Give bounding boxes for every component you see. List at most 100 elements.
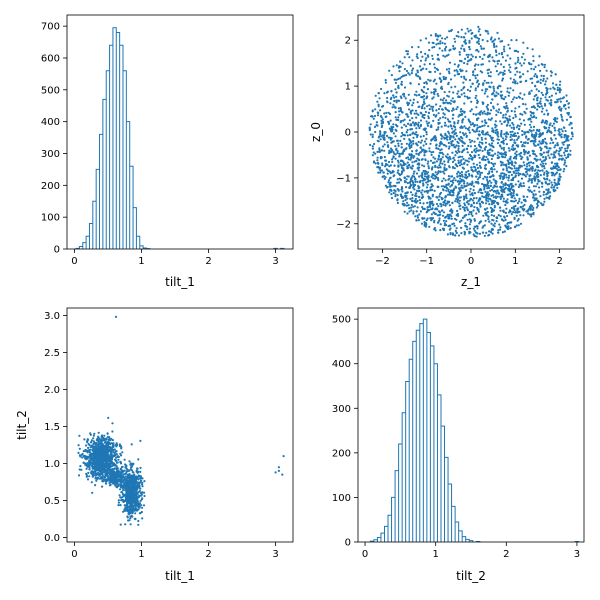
scatter-point	[439, 133, 442, 136]
scatter-point	[425, 222, 428, 225]
scatter-point	[398, 70, 401, 73]
scatter-point	[371, 147, 374, 150]
scatter-point	[402, 169, 405, 172]
scatter-point	[520, 185, 523, 188]
scatter-point	[510, 126, 513, 129]
x-tick-label: 1	[138, 256, 144, 267]
scatter-point	[418, 213, 421, 216]
scatter-point	[488, 143, 491, 146]
scatter-point	[435, 138, 438, 141]
scatter-point	[405, 204, 408, 207]
scatter-point	[522, 62, 526, 65]
scatter-point	[555, 149, 558, 152]
scatter-point	[510, 39, 513, 42]
scatter-point	[410, 145, 413, 149]
scatter-point	[484, 29, 487, 32]
scatter-point	[543, 113, 546, 116]
scatter-point	[438, 219, 441, 222]
scatter-point	[504, 200, 507, 203]
scatter-point	[390, 74, 393, 77]
scatter-point	[430, 217, 433, 220]
scatter-point	[401, 190, 404, 193]
scatter-point	[505, 167, 508, 170]
scatter-point	[412, 183, 415, 186]
scatter-point	[493, 214, 496, 217]
scatter-point	[494, 120, 497, 123]
scatter-point	[448, 204, 451, 207]
scatter-point	[416, 71, 419, 74]
scatter-point	[539, 69, 542, 72]
scatter-point	[558, 131, 561, 134]
scatter-point	[141, 506, 144, 509]
scatter-point	[536, 80, 539, 84]
scatter-point	[539, 146, 542, 149]
scatter-point	[453, 133, 456, 136]
y-tick-label: 2	[345, 36, 351, 47]
scatter-point	[557, 181, 560, 184]
scatter-point	[492, 165, 495, 168]
scatter-point	[422, 183, 425, 186]
scatter-point	[480, 110, 483, 113]
scatter-point	[453, 224, 456, 227]
scatter-point	[459, 186, 462, 189]
scatter-point	[460, 28, 463, 31]
scatter-point	[506, 214, 509, 218]
scatter-point	[454, 128, 457, 131]
scatter-point	[442, 203, 445, 206]
scatter-point	[406, 161, 409, 164]
scatter-point	[399, 108, 402, 111]
scatter-point	[486, 40, 489, 43]
scatter-point	[416, 135, 419, 139]
scatter-point	[491, 56, 494, 59]
scatter-point	[378, 147, 381, 150]
scatter-point	[492, 87, 495, 90]
scatter-point	[413, 175, 416, 178]
scatter-point	[101, 436, 104, 439]
y-tick-label: 100	[41, 213, 60, 224]
scatter-point	[527, 180, 530, 183]
scatter-point	[397, 77, 400, 80]
scatter-point	[429, 200, 432, 204]
scatter-point	[532, 150, 536, 153]
y-tick-label: 200	[41, 181, 60, 192]
scatter-point	[422, 179, 425, 182]
scatter-point	[406, 201, 409, 204]
scatter-point	[457, 30, 460, 34]
scatter-point	[502, 210, 505, 213]
scatter-point	[434, 229, 437, 232]
scatter-point	[481, 138, 484, 141]
scatter-point	[95, 479, 98, 482]
scatter-point	[96, 444, 99, 447]
scatter-point	[452, 44, 455, 48]
scatter-point	[498, 174, 501, 177]
scatter-point	[567, 113, 570, 116]
scatter-point	[439, 229, 442, 232]
scatter-point	[444, 47, 447, 50]
scatter-point	[376, 156, 379, 159]
scatter-point	[548, 126, 551, 129]
scatter-point	[468, 218, 471, 221]
scatter-point	[430, 125, 433, 129]
scatter-point	[454, 40, 457, 43]
scatter-point	[400, 83, 403, 86]
scatter-point	[476, 81, 479, 84]
scatter-point	[477, 30, 480, 33]
scatter-point	[533, 95, 536, 98]
scatter-point	[429, 205, 432, 208]
scatter-point	[409, 99, 412, 102]
scatter-point	[512, 116, 515, 120]
scatter-point	[421, 90, 424, 93]
scatter-point	[497, 92, 500, 95]
scatter-point	[491, 127, 494, 130]
scatter-point	[428, 49, 431, 52]
scatter-point	[119, 452, 122, 455]
scatter-point	[518, 200, 521, 203]
scatter-point	[536, 108, 539, 111]
scatter-point	[427, 117, 430, 120]
scatter-point	[381, 124, 384, 127]
scatter-point	[500, 51, 504, 55]
scatter-point	[528, 128, 531, 132]
scatter-point	[425, 130, 428, 134]
scatter-point	[490, 210, 493, 214]
scatter-point	[484, 141, 487, 144]
